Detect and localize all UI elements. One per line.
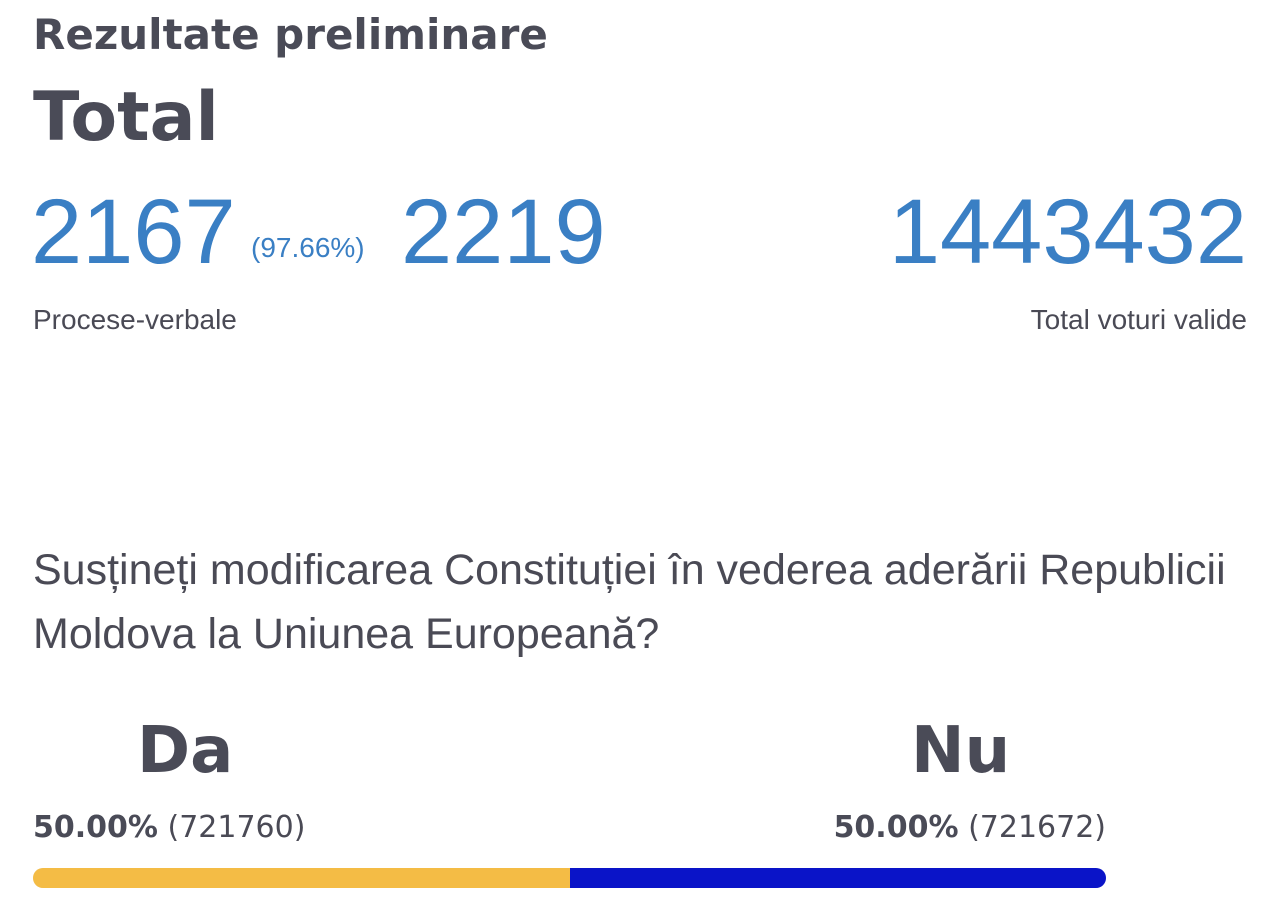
- valid-votes-label: Total voturi valide: [1030, 304, 1247, 335]
- processed-label: Procese-verbale: [33, 304, 237, 335]
- total-reports-count: 2219: [401, 181, 606, 283]
- option-nu-count: (721672): [968, 810, 1106, 845]
- processed-count: 2167: [31, 181, 236, 283]
- results-bar: [33, 868, 1106, 888]
- option-da-count: (721760): [167, 810, 306, 845]
- results-bar-nu: [569, 868, 1106, 888]
- option-nu-result: 50.00% (721672): [834, 810, 1106, 845]
- option-da-percent: 50.00%: [33, 810, 158, 845]
- page-heading: Rezultate preliminare: [33, 10, 548, 59]
- option-nu-percent: 50.00%: [833, 810, 959, 845]
- section-title: Total: [33, 78, 219, 157]
- processed-percent: (97.66%): [251, 232, 365, 263]
- option-nu-label: Nu: [911, 714, 1011, 788]
- results-bar-da: [33, 868, 570, 888]
- valid-votes-count: 1443432: [888, 181, 1247, 283]
- referendum-question: Susțineți modificarea Constituției în ve…: [33, 546, 1226, 658]
- option-da-result: 50.00% (721760): [33, 810, 305, 845]
- option-da-label: Da: [137, 714, 234, 788]
